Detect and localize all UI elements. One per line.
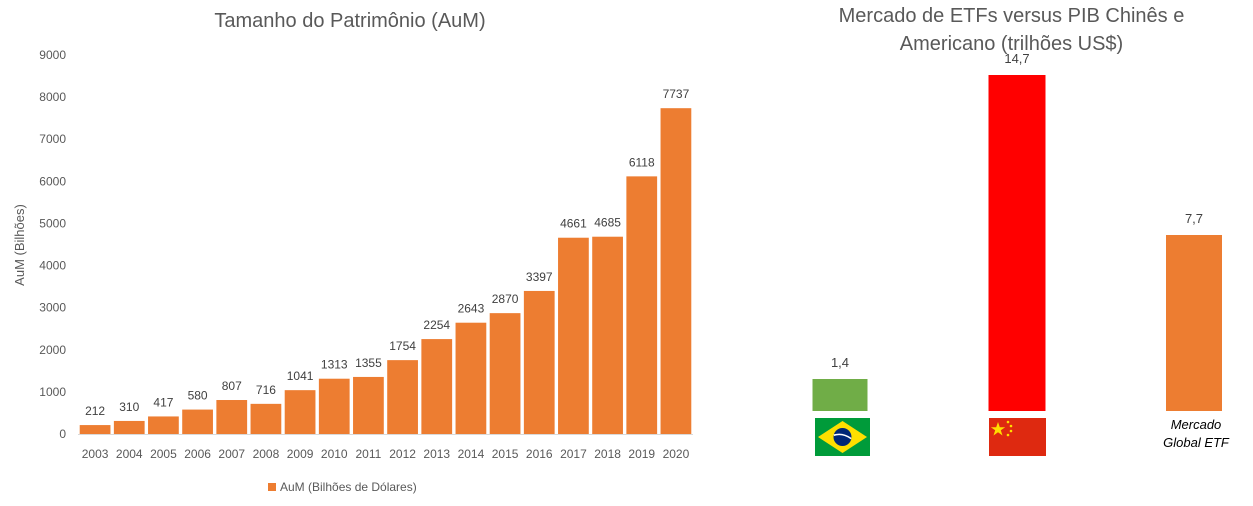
data-label: 1313	[321, 358, 348, 372]
y-tick-label: 6000	[39, 174, 66, 188]
data-label: 7,7	[1185, 211, 1203, 226]
data-label: 1355	[355, 356, 382, 370]
chart-title-line-1: Mercado de ETFs versus PIB Chinês e	[838, 5, 1185, 27]
y-tick-label: 4000	[39, 259, 66, 273]
etf-label-line-1: Mercado	[1170, 417, 1222, 432]
data-label: 716	[256, 383, 276, 397]
chart-title: Mercado de ETFs versus PIB Chinês e Amer…	[770, 2, 1253, 58]
x-tick-label: 2010	[321, 447, 348, 461]
data-label: 6118	[629, 155, 655, 169]
data-label: 1754	[389, 339, 416, 353]
x-tick-label: 2014	[458, 447, 485, 461]
bar	[455, 322, 487, 434]
etf-category-label: Mercado Global ETF	[1146, 416, 1246, 452]
legend-label: AuM (Bilhões de Dólares)	[280, 480, 417, 494]
bar	[558, 237, 589, 434]
x-tick-label: 2004	[116, 447, 143, 461]
bar	[113, 420, 145, 434]
bar	[660, 108, 692, 434]
legend-swatch	[268, 483, 276, 491]
bar	[148, 416, 179, 434]
x-tick-label: 2007	[218, 447, 245, 461]
aum-chart-plot: AuM (Bilhões) 0 1000 2000 3000 4000 5000 6000 70…	[12, 48, 693, 461]
chart-title: Tamanho do Patrimônio (AuM)	[214, 10, 486, 32]
data-label: 2643	[458, 302, 485, 316]
y-tick-label: 7000	[39, 132, 66, 146]
bar	[284, 390, 316, 434]
x-tick-label: 2012	[389, 447, 416, 461]
etf-vs-gdp-chart: Mercado de ETFs versus PIB Chinês e Amer…	[770, 0, 1253, 501]
x-tick-label: 2005	[150, 447, 177, 461]
bar	[988, 75, 1046, 411]
bar	[1166, 235, 1222, 411]
data-label: 2870	[492, 292, 519, 306]
bar	[812, 379, 868, 411]
bar	[182, 409, 213, 434]
data-label: 212	[85, 404, 105, 418]
bar	[318, 378, 350, 434]
y-tick-label: 5000	[39, 216, 66, 230]
data-label: 3397	[526, 270, 553, 284]
bar	[79, 425, 111, 434]
data-label: 1041	[287, 369, 314, 383]
data-label: 417	[153, 395, 173, 409]
x-tick-label: 2013	[423, 447, 450, 461]
data-label: 4685	[594, 216, 621, 230]
data-label: 4661	[560, 217, 587, 231]
data-label: 1,4	[831, 355, 849, 370]
bar	[387, 360, 418, 434]
bar	[626, 176, 658, 434]
y-tick-label: 0	[59, 427, 66, 441]
y-tick-label: 9000	[39, 48, 66, 62]
y-tick-label: 3000	[39, 301, 66, 315]
y-axis-label: AuM (Bilhões)	[12, 204, 27, 286]
x-tick-label: 2018	[594, 447, 621, 461]
y-tick-label: 2000	[39, 343, 66, 357]
data-label: 580	[188, 389, 208, 403]
etf-label-line-2: Global ETF	[1163, 435, 1229, 450]
bar	[489, 313, 521, 434]
bar	[523, 290, 555, 434]
x-tick-label: 2017	[560, 447, 587, 461]
x-tick-label: 2019	[628, 447, 655, 461]
x-tick-label: 2006	[184, 447, 211, 461]
chart-legend: AuM (Bilhões de Dólares)	[268, 480, 417, 494]
x-tick-label: 2016	[526, 447, 553, 461]
data-label: 7737	[663, 87, 690, 101]
data-label: 310	[119, 400, 139, 414]
x-tick-label: 2003	[82, 447, 109, 461]
data-label: 2254	[423, 318, 450, 332]
x-tick-label: 2020	[663, 447, 690, 461]
data-label: 807	[222, 379, 242, 393]
x-tick-label: 2015	[492, 447, 519, 461]
x-tick-label: 2008	[253, 447, 280, 461]
bar	[421, 339, 453, 434]
y-tick-label: 1000	[39, 385, 66, 399]
y-tick-label: 8000	[39, 90, 66, 104]
data-label: 14,7	[1004, 51, 1029, 66]
bar	[250, 403, 282, 434]
x-tick-label: 2011	[356, 447, 382, 461]
brazil-flag-icon	[815, 418, 870, 456]
bar	[216, 400, 248, 434]
x-tick-label: 2009	[287, 447, 314, 461]
etf-vs-gdp-plot: 1,4 14,7 7,7	[812, 51, 1222, 456]
chart-title-line-2: Americano (trilhões US$)	[899, 33, 1124, 55]
bar	[353, 376, 384, 434]
aum-chart: Tamanho do Patrimônio (AuM) AuM (Bilhões…	[12, 10, 693, 494]
china-flag-icon	[989, 418, 1046, 456]
bar	[592, 236, 623, 434]
